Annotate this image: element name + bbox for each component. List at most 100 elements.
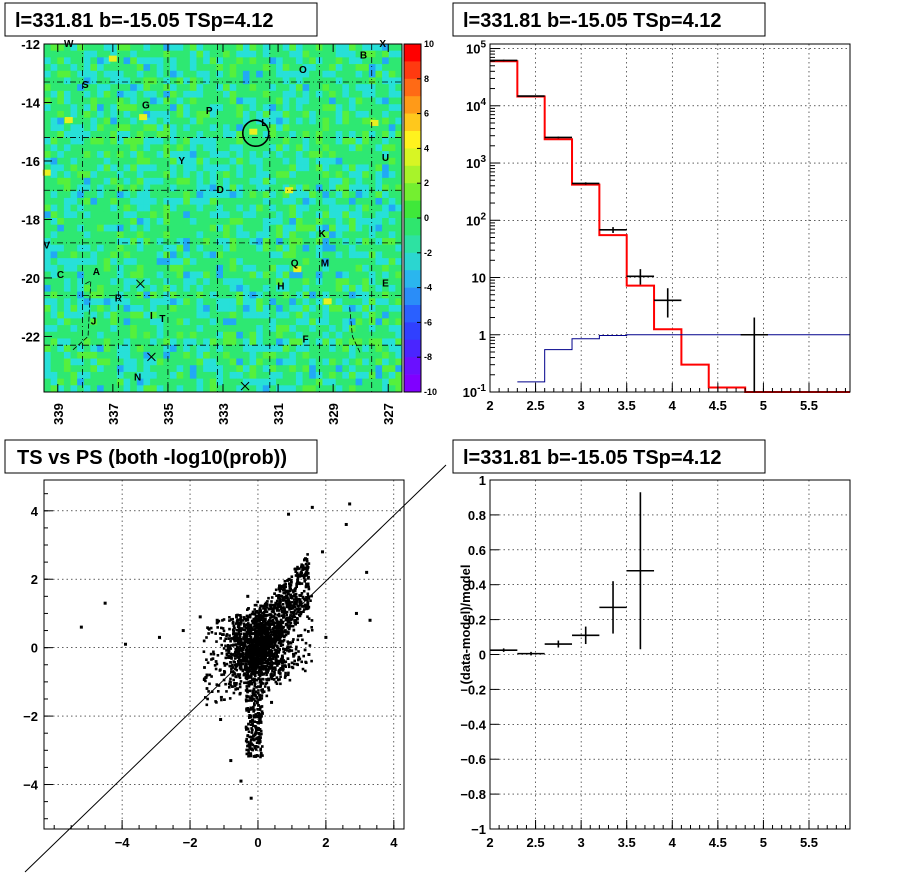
skymap-cell <box>348 365 356 373</box>
skymap-cell <box>236 284 244 293</box>
skymap-cell <box>216 64 224 72</box>
skymap-cell <box>309 70 317 78</box>
skymap-cell <box>70 137 78 145</box>
skymap-cell <box>203 157 211 165</box>
skymap-cell <box>70 171 78 179</box>
colorbar-segment <box>404 165 421 184</box>
skymap-cell <box>342 97 350 105</box>
skymap-cell <box>176 378 184 386</box>
skymap-cell <box>183 84 191 92</box>
tsps-point <box>296 576 300 579</box>
skymap-cell <box>77 305 85 313</box>
skymap-cell <box>176 57 184 65</box>
skymap-cell <box>342 258 350 266</box>
skymap-cell <box>249 365 257 373</box>
skymap-cell <box>97 224 105 232</box>
skymap-cell <box>348 271 356 279</box>
skymap-cell <box>309 131 317 139</box>
skymap-cell <box>90 371 98 380</box>
skymap-cell <box>77 90 85 98</box>
skymap-cell <box>322 104 330 112</box>
skymap-cell <box>335 144 343 152</box>
tsps-point <box>251 722 254 725</box>
skymap-cell <box>63 305 71 313</box>
skymap-cell <box>44 244 52 252</box>
skymap-cell <box>63 258 71 266</box>
skymap-cell <box>116 358 124 366</box>
skymap-cell <box>289 218 297 226</box>
skymap-cell <box>289 318 297 326</box>
skymap-cell <box>276 184 284 192</box>
tsps-point <box>279 607 283 610</box>
skymap-cell <box>123 184 131 192</box>
skymap-cell <box>150 231 158 239</box>
skymap-cell <box>342 164 350 172</box>
skymap-cell <box>97 271 105 279</box>
skymap-cell <box>156 365 164 373</box>
skymap-cell <box>388 164 396 172</box>
skymap-cell <box>342 371 350 380</box>
skymap-cell <box>110 298 118 306</box>
skymap-cell <box>348 325 356 333</box>
tsps-point <box>302 589 306 593</box>
skymap-cell <box>44 104 52 112</box>
tsps-point <box>250 612 254 616</box>
skymap-cell <box>209 385 217 393</box>
skymap-cell <box>143 271 151 279</box>
skymap-cell <box>335 244 343 252</box>
skymap-cell <box>150 137 158 145</box>
skymap-cell <box>322 244 330 252</box>
skymap-cell <box>302 171 310 179</box>
skymap-cell <box>196 164 204 172</box>
skymap-cell <box>163 318 171 326</box>
skymap-cell <box>223 264 231 272</box>
tsps-point <box>251 719 254 723</box>
skymap-cell <box>249 177 257 185</box>
tsps-point <box>251 619 255 623</box>
skymap-cell <box>103 365 111 373</box>
tsps-point <box>260 694 264 697</box>
skymap-cell <box>295 84 303 92</box>
skymap-cell <box>189 191 197 199</box>
skymap-cell <box>216 218 224 226</box>
skymap-cell <box>229 311 237 319</box>
tsps-point <box>309 599 312 602</box>
skymap-cell <box>368 84 376 92</box>
skymap-cell <box>342 184 350 192</box>
skymap-cell <box>50 345 58 353</box>
skymap-cell <box>262 90 270 98</box>
skymap-cell <box>309 184 317 192</box>
skymap-cell <box>382 50 390 58</box>
skymap-cell <box>90 264 98 272</box>
skymap-cell <box>395 218 403 226</box>
skymap-cell <box>216 305 224 313</box>
skymap-cell <box>295 231 303 239</box>
skymap-cell <box>382 191 390 199</box>
skymap-cell <box>143 258 151 266</box>
skymap-cell <box>262 157 270 165</box>
skymap-cell <box>382 204 390 212</box>
tsps-point <box>285 613 288 617</box>
skymap-cell <box>116 385 124 393</box>
skymap-cell <box>229 110 237 119</box>
skymap-cell <box>348 84 356 92</box>
tsps-point <box>239 623 242 626</box>
skymap-cell <box>183 50 191 58</box>
skymap-cell <box>256 365 264 373</box>
skymap-cell <box>216 338 224 346</box>
skymap-cell <box>229 197 237 206</box>
skymap-cell <box>143 358 151 366</box>
skymap-cell <box>216 378 224 386</box>
skymap-cell <box>329 218 337 226</box>
tsps-point <box>293 662 296 666</box>
skymap-cell <box>143 77 151 85</box>
skymap-cell <box>83 204 91 212</box>
skymap-cell <box>269 345 277 353</box>
skymap-cell <box>362 110 370 119</box>
skymap-cell <box>130 305 138 313</box>
tsps-point <box>270 639 273 642</box>
skymap-cell <box>256 164 264 172</box>
skymap-cell <box>262 264 270 272</box>
skymap-cell <box>375 124 383 132</box>
